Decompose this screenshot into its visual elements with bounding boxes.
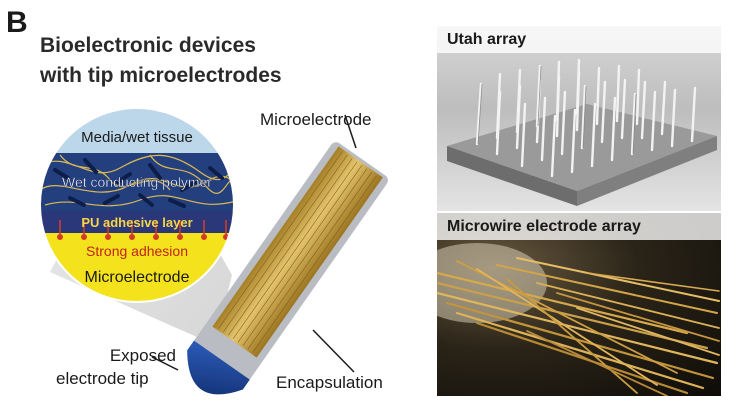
circle-outline (39, 107, 235, 303)
adhesion-label: Strong adhesion (86, 243, 188, 259)
media-label: Media/wet tissue (81, 129, 193, 146)
panel-letter: B (6, 6, 28, 39)
encapsulation-callout: Encapsulation (276, 373, 383, 392)
utah-array-photo: Utah array (437, 26, 721, 211)
polymer-label: Wet conducting polymer (62, 174, 212, 190)
probe-core (212, 146, 383, 358)
title-line-2: with tip microelectrodes (40, 64, 282, 87)
adhesive-layer (40, 211, 234, 233)
panel-title: Bioelectronic devices with tip microelec… (40, 31, 282, 91)
microwire-array-illustration (437, 243, 720, 396)
probe-schematic: Media/wet tissue Wet conducting polymer … (39, 107, 388, 395)
exposed-line-1: Exposed (109, 346, 176, 365)
exposed-tip-callout: Exposed (80, 346, 176, 366)
electrode-layer-label: Microelectrode (85, 269, 190, 286)
polymer-chains (53, 158, 224, 208)
adhesive-anchors (56, 220, 230, 241)
electrode-tip (187, 340, 250, 395)
electrode-tip-callout: electrode tip (56, 369, 149, 388)
utah-array-label: Utah array (437, 26, 721, 53)
title-line-1: Bioelectronic devices (40, 34, 256, 57)
encapsulation-callout-line (312, 329, 355, 373)
tip-callout-line (151, 356, 179, 371)
microwire-array-label: Microwire electrode array (437, 213, 721, 240)
adhesive-label: PU adhesive layer (81, 215, 192, 230)
microelectrode-callout-line (344, 114, 357, 149)
microwire-lines (218, 151, 378, 353)
probe (187, 142, 388, 395)
utah-array-illustration (447, 58, 717, 206)
microelectrode-callout: Microelectrode (260, 110, 372, 129)
microwire-array-photo: Microwire electrode array (437, 213, 721, 396)
